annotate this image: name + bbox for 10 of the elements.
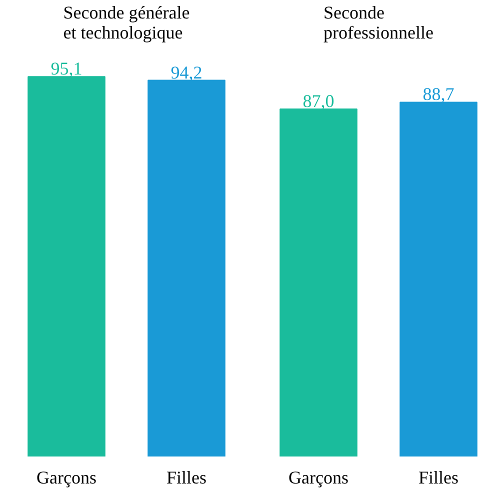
data-label: 88,7 xyxy=(422,84,454,104)
x-tick-label: Filles xyxy=(166,468,207,488)
data-label: 94,2 xyxy=(170,62,202,82)
data-label: 95,1 xyxy=(50,58,82,79)
x-tick-label: Garçons xyxy=(288,468,348,488)
chart-title: Seconde professionnelle xyxy=(324,2,434,42)
data-label: 87,0 xyxy=(302,91,334,112)
x-tick-label: Garçons xyxy=(36,468,96,488)
x-tick-label: Filles xyxy=(418,468,459,488)
chart-title: Seconde générale et technologique xyxy=(63,2,190,42)
